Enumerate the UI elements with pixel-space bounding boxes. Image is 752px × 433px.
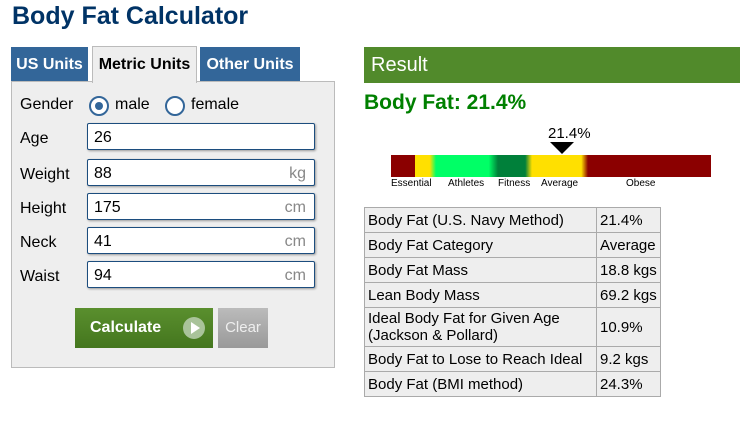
scale-label-average: Average [541, 178, 579, 189]
age-label: Age [20, 130, 49, 147]
weight-label: Weight [20, 166, 70, 183]
tab-other-units[interactable]: Other Units [200, 47, 300, 82]
tab-metric-units[interactable]: Metric Units [92, 46, 197, 83]
scale-athletes [436, 155, 498, 177]
row-label: Body Fat (U.S. Navy Method) [364, 207, 597, 233]
gender-label: Gender [20, 96, 74, 113]
female-label[interactable]: female [191, 96, 240, 113]
waist-unit: cm [284, 267, 306, 284]
table-row: Body Fat Mass 18.8 kgs [364, 257, 661, 283]
tab-us-units[interactable]: US Units [11, 47, 88, 82]
scale-essential [391, 155, 415, 177]
body-fat-result: Body Fat: 21.4% [364, 91, 527, 114]
scale-obese [588, 155, 711, 177]
table-row: Body Fat (U.S. Navy Method) 21.4% [364, 207, 661, 233]
height-value: 175 [94, 199, 121, 216]
weight-value: 88 [94, 165, 112, 182]
male-radio[interactable] [89, 96, 109, 116]
calculate-label: Calculate [90, 319, 162, 336]
result-header: Result [364, 47, 740, 83]
row-value: 9.2 kgs [596, 346, 661, 372]
waist-value: 94 [94, 267, 112, 284]
row-value: 24.3% [596, 371, 661, 397]
marker-value: 21.4% [548, 125, 591, 142]
table-row: Body Fat Category Average [364, 232, 661, 258]
row-label: Body Fat Mass [364, 257, 597, 283]
result-table: Body Fat (U.S. Navy Method) 21.4% Body Fat… [364, 207, 661, 397]
height-unit: cm [284, 199, 306, 216]
row-value: 10.9% [596, 307, 661, 347]
table-row: Ideal Body Fat for Given Age (Jackson & … [364, 307, 661, 347]
marker-arrow-icon [550, 142, 574, 154]
neck-input[interactable]: 41 cm [87, 227, 315, 254]
age-input[interactable]: 26 [87, 123, 315, 150]
table-row: Body Fat to Lose to Reach Ideal 9.2 kgs [364, 346, 661, 372]
row-value: 69.2 kgs [596, 282, 661, 308]
scale-label-fitness: Fitness [498, 178, 531, 189]
calculate-button[interactable]: Calculate [75, 308, 213, 348]
scale-average [532, 155, 588, 177]
height-label: Height [20, 200, 67, 217]
clear-button[interactable]: Clear [218, 308, 268, 348]
page-title: Body Fat Calculator [12, 2, 249, 30]
table-row: Body Fat (BMI method) 24.3% [364, 371, 661, 397]
row-value: 18.8 kgs [596, 257, 661, 283]
scale-label-athletes: Athletes [448, 178, 485, 189]
play-icon [183, 317, 205, 339]
waist-input[interactable]: 94 cm [87, 261, 315, 288]
row-label: Body Fat Category [364, 232, 597, 258]
scale-label-obese: Obese [626, 178, 656, 189]
scale-essential-yellow [415, 155, 436, 177]
waist-label: Waist [20, 268, 60, 285]
row-label: Ideal Body Fat for Given Age (Jackson & … [364, 307, 597, 347]
scale-fitness [498, 155, 532, 177]
neck-label: Neck [20, 234, 57, 251]
scale-label-essential: Essential [391, 178, 432, 189]
table-row: Lean Body Mass 69.2 kgs [364, 282, 661, 308]
weight-input[interactable]: 88 kg [87, 159, 315, 186]
row-value: Average [596, 232, 661, 258]
height-input[interactable]: 175 cm [87, 193, 315, 220]
neck-value: 41 [94, 233, 112, 250]
weight-unit: kg [289, 165, 306, 182]
row-label: Lean Body Mass [364, 282, 597, 308]
male-label[interactable]: male [115, 96, 150, 113]
age-value: 26 [94, 129, 112, 146]
row-value: 21.4% [596, 207, 661, 233]
row-label: Body Fat to Lose to Reach Ideal [364, 346, 597, 372]
female-radio[interactable] [165, 96, 185, 116]
row-label: Body Fat (BMI method) [364, 371, 597, 397]
neck-unit: cm [284, 233, 306, 250]
